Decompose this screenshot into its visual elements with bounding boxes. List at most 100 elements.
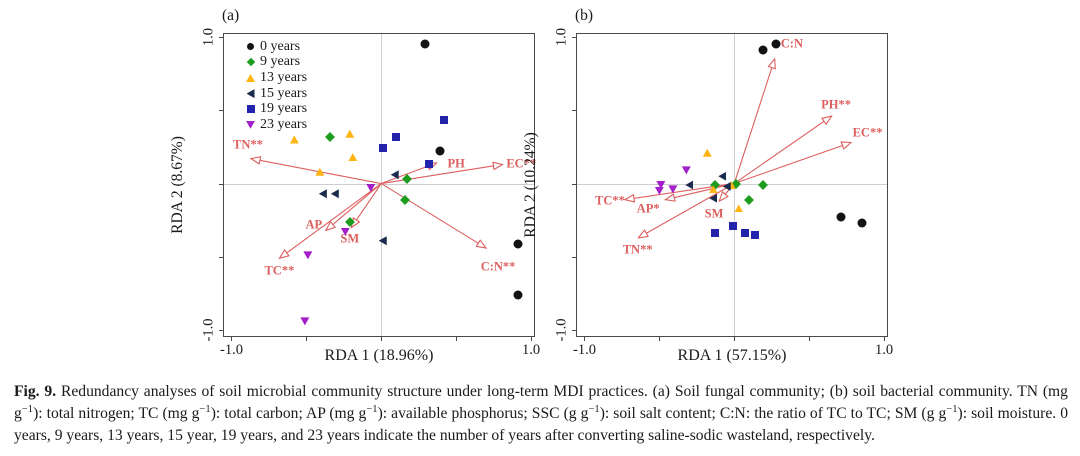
rda-plot-bacterial: (b) RDA 2 (10.24%) RDA 1 (57.15%) -1.0 -1… [522,7,893,364]
square-marker [440,116,449,125]
triangle-down-marker [303,251,313,260]
diamond-marker [744,194,755,205]
data-point-23-years [303,251,313,260]
legend-item-23-years: 23 years [245,117,307,133]
x-axis-tick [531,336,532,341]
x-axis-tick [306,336,308,341]
env-arrow-label: TC** [264,263,295,278]
data-point-9-years [757,180,768,190]
data-point-23-years [656,181,666,189]
diamond-marker [344,216,355,227]
data-point-15-years [318,189,327,199]
env-arrow-label: C:N** [480,259,516,274]
env-arrow-ec [381,164,502,185]
diamond-marker [400,194,411,205]
y-tick-label: -1.0 [200,318,217,342]
data-point-15-years [330,189,339,199]
x-axis-tick [884,336,885,341]
legend-item-9-years: 9 years [245,54,307,71]
triangle-up-marker [708,185,718,194]
caption-text: Redundancy analyses of soil microbial co… [14,383,1068,445]
data-point-15-years [378,236,387,246]
panel-letter-a: (a) [222,7,240,24]
env-arrow-label: TN** [233,137,263,152]
data-point-9-years [744,194,755,205]
y-axis-tick [219,256,224,258]
data-point-13-years [726,181,736,189]
x-axis-tick [381,336,383,341]
data-point-13-years [315,167,325,176]
triangle-left-marker [390,170,399,180]
env-arrow-label: TN** [622,242,653,256]
square-marker [740,229,749,238]
data-point-0-years [836,212,846,222]
circle-marker [771,39,781,49]
data-point-13-years [734,204,744,213]
data-point-0-years [513,239,523,249]
data-point-23-years [668,185,678,194]
data-point-13-years [348,153,358,162]
triangle-up-legend-marker [245,73,256,82]
env-arrow-label: PH** [821,97,852,112]
diamond-marker [757,180,768,190]
data-point-23-years [300,317,310,326]
x-axis-tick [456,336,458,341]
x-axis-tick [231,336,233,341]
data-point-15-years [718,171,727,181]
data-point-15-years [390,170,399,180]
legend-item-15-years: 15 years [245,86,307,102]
triangle-left-marker [318,189,327,199]
env-arrow-ec [734,142,851,185]
panel-letter-b: (b) [575,7,594,24]
legend-label: 15 years [260,85,308,101]
square-marker [751,230,760,239]
legend-item-0-years: 0 years [245,39,307,55]
rda-plot-fungal: (a) RDA 2 (8.67%) RDA 1 (18.96%) -1.0 -1.… [169,7,540,364]
data-point-19-years [710,229,719,238]
y-tick-label: 1.0 [200,27,217,46]
data-point-9-years [401,174,412,185]
triangle-down-marker [681,166,691,175]
data-point-9-years [344,216,355,227]
env-arrow-tn [638,183,735,238]
triangle-left-marker [330,189,339,199]
triangle-up-marker [348,153,358,162]
env-arrow-label: TC** [595,193,625,208]
x-axis-title-b: RDA 1 (57.15%) [677,347,787,364]
caption-label: Fig. 9. [14,383,57,400]
data-point-0-years [435,146,445,156]
triangle-down-marker [300,317,310,326]
data-point-19-years [728,222,737,231]
square-marker [710,229,719,238]
triangle-down-marker [366,183,376,192]
data-point-15-years [722,181,731,191]
figure-caption: Fig. 9. Redundancy analyses of soil micr… [14,381,1068,447]
plot-legend: 0 years 9 years 13 years 15 years 19 years 23… [245,39,307,133]
y-axis-title-a: RDA 2 (8.67%) [169,136,186,234]
env-arrow-label: SM [704,206,724,221]
data-point-19-years [425,160,434,169]
legend-item-19-years: 19 years [245,101,307,117]
square-marker [378,144,387,153]
data-point-9-years [325,131,336,142]
circle-marker [758,45,768,55]
circle-marker [857,218,867,228]
data-point-13-years [345,129,355,138]
data-point-23-years [654,186,664,195]
legend-label: 0 years [260,38,301,54]
square-marker [392,132,401,141]
y-axis-tick [219,183,224,185]
x-axis-tick [734,336,736,341]
y-axis-tick [572,330,577,332]
y-axis-tick [219,330,224,332]
data-point-13-years [708,185,718,194]
triangle-up-marker [289,135,299,144]
env-arrows [224,34,534,336]
env-arrow-label: AP [305,217,323,232]
diamond-marker [401,174,412,185]
triangle-up-marker [315,167,325,176]
y-tick-label: 1.0 [553,27,570,46]
y-axis-tick [572,183,577,185]
circle-marker [420,39,430,49]
triangle-left-marker [709,193,718,203]
